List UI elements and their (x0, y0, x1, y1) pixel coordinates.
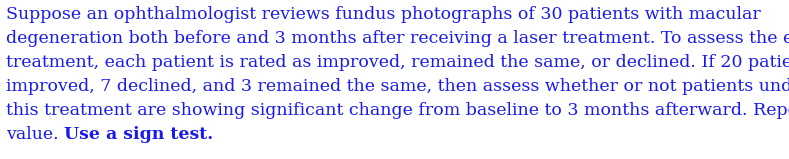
Text: this treatment are showing significant change from baseline to 3 months afterwar: this treatment are showing significant c… (6, 102, 789, 119)
Text: degeneration both before and 3 months after receiving a laser treatment. To asse: degeneration both before and 3 months af… (6, 30, 789, 47)
Text: improved, 7 declined, and 3 remained the same, then assess whether or not patien: improved, 7 declined, and 3 remained the… (6, 78, 789, 95)
Text: treatment, each patient is rated as improved, remained the same, or declined. If: treatment, each patient is rated as impr… (6, 54, 789, 71)
Text: Use a sign test.: Use a sign test. (64, 126, 213, 143)
Text: Suppose an ophthalmologist reviews fundus photographs of 30 patients with macula: Suppose an ophthalmologist reviews fundu… (6, 6, 761, 23)
Text: value.: value. (6, 126, 64, 143)
